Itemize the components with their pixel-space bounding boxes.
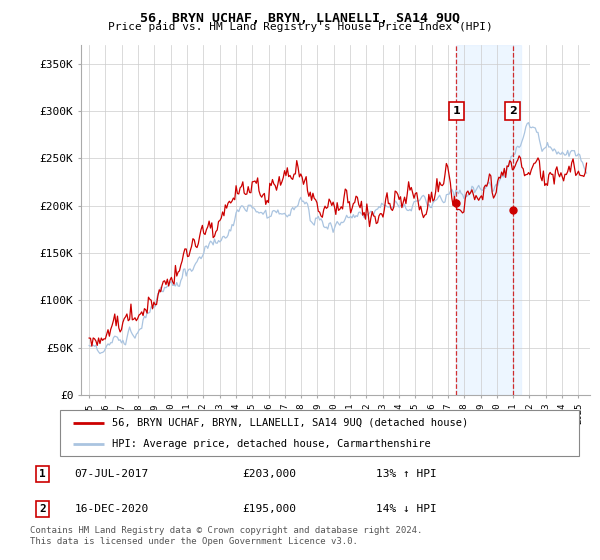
Text: 1: 1 — [452, 106, 460, 116]
Text: Price paid vs. HM Land Registry's House Price Index (HPI): Price paid vs. HM Land Registry's House … — [107, 22, 493, 32]
Text: 1: 1 — [39, 469, 46, 479]
Text: 14% ↓ HPI: 14% ↓ HPI — [376, 504, 437, 514]
Text: £203,000: £203,000 — [242, 469, 296, 479]
Text: Contains HM Land Registry data © Crown copyright and database right 2024.
This d: Contains HM Land Registry data © Crown c… — [30, 526, 422, 546]
Text: 13% ↑ HPI: 13% ↑ HPI — [376, 469, 437, 479]
Text: 2: 2 — [509, 106, 517, 116]
Text: 56, BRYN UCHAF, BRYN, LLANELLI, SA14 9UQ (detached house): 56, BRYN UCHAF, BRYN, LLANELLI, SA14 9UQ… — [112, 418, 468, 428]
FancyBboxPatch shape — [60, 410, 579, 456]
Text: 56, BRYN UCHAF, BRYN, LLANELLI, SA14 9UQ: 56, BRYN UCHAF, BRYN, LLANELLI, SA14 9UQ — [140, 12, 460, 25]
Text: 07-JUL-2017: 07-JUL-2017 — [74, 469, 149, 479]
Text: 16-DEC-2020: 16-DEC-2020 — [74, 504, 149, 514]
Bar — [457, 45, 521, 395]
Text: 2: 2 — [39, 504, 46, 514]
Text: HPI: Average price, detached house, Carmarthenshire: HPI: Average price, detached house, Carm… — [112, 439, 431, 449]
Text: £195,000: £195,000 — [242, 504, 296, 514]
